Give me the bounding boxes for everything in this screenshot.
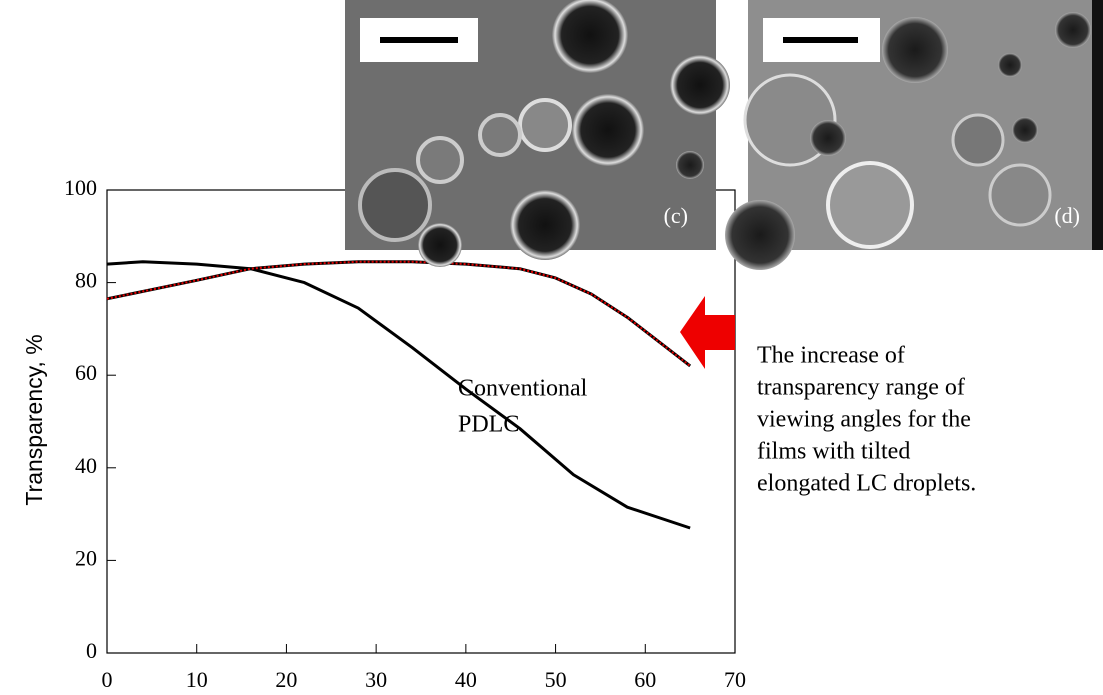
x-tick-label: 0 — [102, 667, 113, 692]
x-tick-label: 70 — [724, 667, 746, 692]
note-line: The increase of — [757, 343, 905, 369]
y-tick-label: 40 — [75, 453, 97, 478]
panel-label: (c) — [664, 203, 688, 228]
y-tick-label: 60 — [75, 360, 97, 385]
line-overlay — [106, 260, 691, 367]
y-axis-label: Transparency, % — [21, 334, 47, 505]
note-line: elongated LC droplets. — [757, 471, 976, 497]
y-tick-label: 20 — [75, 545, 97, 570]
sem-image-d — [725, 0, 1103, 270]
line — [106, 260, 692, 368]
panel-label: (d) — [1054, 203, 1080, 228]
x-tick-label: 40 — [455, 667, 477, 692]
plot: 0 20 40 60 80 100 0 10 20 30 40 50 60 70 — [64, 175, 746, 692]
x-tick-label: 50 — [545, 667, 567, 692]
x-tick-label: 60 — [634, 667, 656, 692]
x-tick-label: 20 — [275, 667, 297, 692]
y-tick-label: 80 — [75, 268, 97, 293]
note-line: viewing angles for the — [757, 407, 971, 433]
x-tick-label: 10 — [186, 667, 208, 692]
note-line: films with tilted — [757, 439, 910, 465]
sem-image-c — [345, 0, 730, 267]
note: The increase of transparency range of view… — [757, 343, 976, 497]
y-tick-label: 100 — [64, 175, 97, 200]
annotation: PDLC — [458, 412, 519, 438]
plot-frame — [106, 189, 736, 654]
note-line: transparency range of — [757, 375, 965, 401]
arrow — [680, 296, 735, 369]
y-tick-label: 0 — [86, 638, 97, 663]
annotation: Conventional — [458, 376, 588, 402]
x-tick-label: 30 — [365, 667, 387, 692]
line — [106, 260, 691, 530]
